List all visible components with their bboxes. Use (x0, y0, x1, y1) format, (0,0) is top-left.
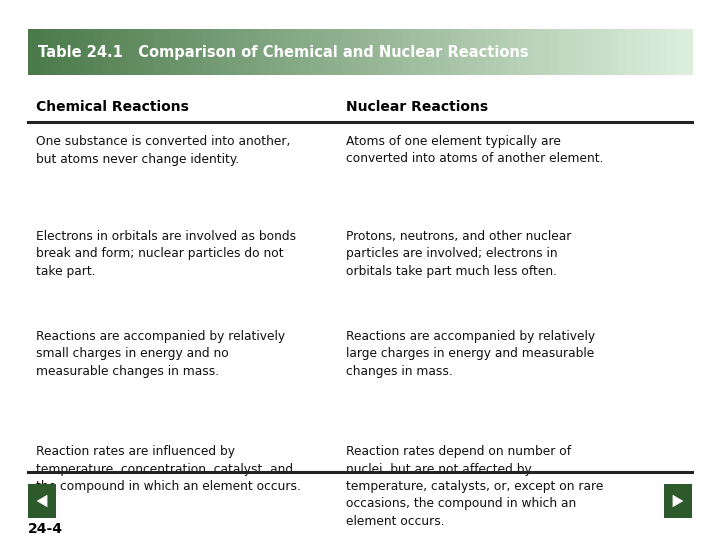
Bar (684, 29, 693, 75)
Bar (45, 29, 53, 75)
Bar (194, 29, 203, 75)
Bar (534, 29, 543, 75)
Text: Electrons in orbitals are involved as bonds
break and form; nuclear particles do: Electrons in orbitals are involved as bo… (36, 230, 296, 278)
Text: Atoms of one element typically are
converted into atoms of another element.: Atoms of one element typically are conve… (346, 135, 603, 165)
Bar (343, 29, 352, 75)
Bar (28, 29, 37, 75)
Text: Protons, neutrons, and other nuclear
particles are involved; electrons in
orbita: Protons, neutrons, and other nuclear par… (346, 230, 571, 278)
Bar (559, 29, 568, 75)
Bar (385, 29, 394, 75)
Bar (551, 29, 559, 75)
Bar (53, 29, 62, 75)
Bar (377, 29, 385, 75)
Bar (252, 29, 261, 75)
Bar (543, 29, 552, 75)
Text: Reaction rates depend on number of
nuclei, but are not affected by
temperature, : Reaction rates depend on number of nucle… (346, 445, 603, 528)
Bar (127, 29, 136, 75)
Bar (351, 29, 361, 75)
Bar (219, 29, 228, 75)
Bar (36, 29, 45, 75)
Bar (186, 29, 194, 75)
Bar (136, 29, 145, 75)
Text: 24-4: 24-4 (28, 522, 63, 536)
Bar (410, 29, 418, 75)
Bar (302, 29, 311, 75)
Bar (634, 29, 643, 75)
Bar (235, 29, 244, 75)
Bar (369, 29, 377, 75)
Bar (28, 484, 56, 518)
Polygon shape (37, 495, 48, 507)
Bar (169, 29, 178, 75)
Bar (161, 29, 170, 75)
Text: One substance is converted into another,
but atoms never change identity.: One substance is converted into another,… (36, 135, 290, 165)
Bar (476, 29, 485, 75)
Text: Table 24.1   Comparison of Chemical and Nuclear Reactions: Table 24.1 Comparison of Chemical and Nu… (38, 44, 528, 59)
Bar (609, 29, 618, 75)
Bar (501, 29, 510, 75)
Bar (318, 29, 328, 75)
Bar (510, 29, 518, 75)
Bar (518, 29, 526, 75)
Bar (228, 29, 236, 75)
Bar (593, 29, 601, 75)
Bar (667, 29, 676, 75)
Bar (468, 29, 477, 75)
Text: Chemical Reactions: Chemical Reactions (36, 100, 189, 114)
Bar (335, 29, 344, 75)
Bar (675, 29, 684, 75)
Bar (261, 29, 269, 75)
Bar (526, 29, 535, 75)
Bar (144, 29, 153, 75)
Bar (211, 29, 220, 75)
Bar (86, 29, 95, 75)
Bar (360, 29, 369, 75)
Bar (418, 29, 427, 75)
Bar (584, 29, 593, 75)
Bar (617, 29, 626, 75)
Text: Reactions are accompanied by relatively
large charges in energy and measurable
c: Reactions are accompanied by relatively … (346, 330, 595, 378)
Bar (492, 29, 502, 75)
Bar (103, 29, 112, 75)
Bar (94, 29, 103, 75)
Bar (451, 29, 460, 75)
Bar (626, 29, 634, 75)
Bar (310, 29, 319, 75)
Bar (269, 29, 277, 75)
Bar (402, 29, 410, 75)
Bar (485, 29, 493, 75)
Bar (277, 29, 286, 75)
Bar (78, 29, 86, 75)
Bar (459, 29, 469, 75)
Text: Nuclear Reactions: Nuclear Reactions (346, 100, 487, 114)
Bar (664, 484, 692, 518)
Bar (567, 29, 576, 75)
Bar (70, 29, 78, 75)
Polygon shape (672, 495, 683, 507)
Bar (202, 29, 211, 75)
Bar (435, 29, 444, 75)
Bar (642, 29, 651, 75)
Bar (153, 29, 161, 75)
Text: Reactions are accompanied by relatively
small charges in energy and no
measurabl: Reactions are accompanied by relatively … (36, 330, 285, 378)
Bar (244, 29, 253, 75)
Bar (659, 29, 667, 75)
Bar (177, 29, 186, 75)
Bar (576, 29, 585, 75)
Bar (294, 29, 302, 75)
Bar (120, 29, 128, 75)
Bar (443, 29, 452, 75)
Bar (600, 29, 610, 75)
Bar (327, 29, 336, 75)
Bar (285, 29, 294, 75)
Text: Reaction rates are influenced by
temperature, concentration, catalyst, and
the c: Reaction rates are influenced by tempera… (36, 445, 301, 493)
Bar (111, 29, 120, 75)
Bar (650, 29, 660, 75)
Bar (426, 29, 435, 75)
Bar (393, 29, 402, 75)
Bar (61, 29, 70, 75)
